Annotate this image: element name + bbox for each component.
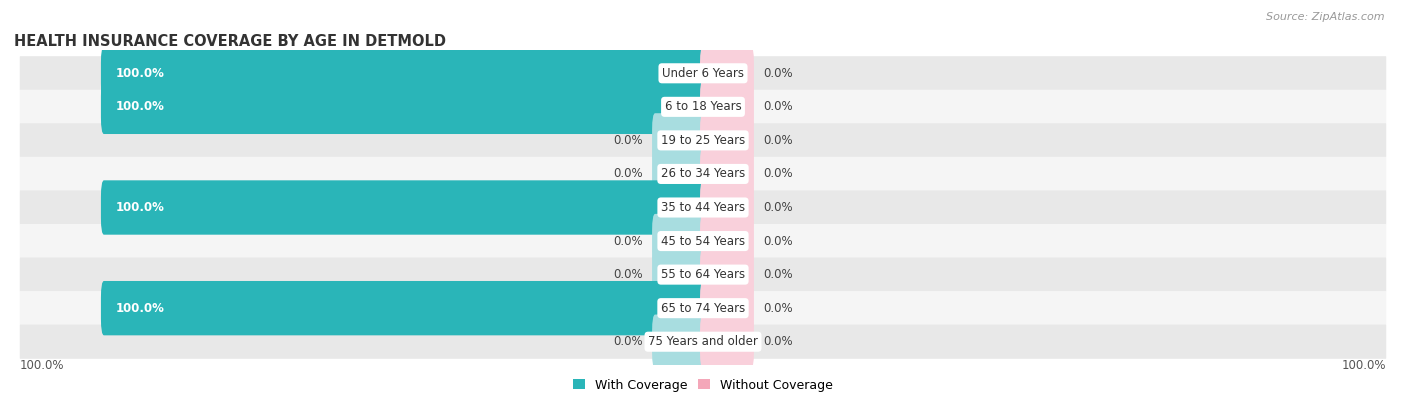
- Text: 100.0%: 100.0%: [115, 100, 165, 113]
- Text: 100.0%: 100.0%: [115, 201, 165, 214]
- FancyBboxPatch shape: [700, 214, 754, 268]
- Text: 19 to 25 Years: 19 to 25 Years: [661, 134, 745, 147]
- Text: Source: ZipAtlas.com: Source: ZipAtlas.com: [1267, 12, 1385, 22]
- Text: 100.0%: 100.0%: [20, 359, 65, 372]
- Text: 100.0%: 100.0%: [115, 67, 165, 80]
- Text: 0.0%: 0.0%: [763, 234, 793, 248]
- Text: 0.0%: 0.0%: [763, 100, 793, 113]
- Text: 0.0%: 0.0%: [613, 167, 643, 181]
- FancyBboxPatch shape: [20, 224, 1386, 258]
- FancyBboxPatch shape: [20, 291, 1386, 325]
- FancyBboxPatch shape: [20, 257, 1386, 292]
- Text: 0.0%: 0.0%: [763, 302, 793, 315]
- FancyBboxPatch shape: [652, 315, 706, 369]
- FancyBboxPatch shape: [700, 247, 754, 302]
- FancyBboxPatch shape: [101, 181, 706, 234]
- FancyBboxPatch shape: [700, 315, 754, 369]
- Text: 26 to 34 Years: 26 to 34 Years: [661, 167, 745, 181]
- FancyBboxPatch shape: [20, 190, 1386, 225]
- FancyBboxPatch shape: [20, 90, 1386, 124]
- FancyBboxPatch shape: [20, 123, 1386, 158]
- FancyBboxPatch shape: [652, 113, 706, 168]
- FancyBboxPatch shape: [101, 46, 706, 100]
- FancyBboxPatch shape: [101, 80, 706, 134]
- Legend: With Coverage, Without Coverage: With Coverage, Without Coverage: [568, 374, 838, 397]
- Text: 75 Years and older: 75 Years and older: [648, 335, 758, 348]
- Text: 0.0%: 0.0%: [763, 167, 793, 181]
- FancyBboxPatch shape: [700, 147, 754, 201]
- Text: 0.0%: 0.0%: [763, 134, 793, 147]
- FancyBboxPatch shape: [652, 147, 706, 201]
- Text: 35 to 44 Years: 35 to 44 Years: [661, 201, 745, 214]
- Text: 6 to 18 Years: 6 to 18 Years: [665, 100, 741, 113]
- FancyBboxPatch shape: [700, 281, 754, 335]
- FancyBboxPatch shape: [652, 247, 706, 302]
- Text: 100.0%: 100.0%: [115, 302, 165, 315]
- Text: 0.0%: 0.0%: [613, 268, 643, 281]
- Text: 0.0%: 0.0%: [763, 67, 793, 80]
- FancyBboxPatch shape: [700, 80, 754, 134]
- Text: 0.0%: 0.0%: [613, 134, 643, 147]
- Text: 0.0%: 0.0%: [613, 234, 643, 248]
- FancyBboxPatch shape: [700, 46, 754, 100]
- Text: 0.0%: 0.0%: [763, 268, 793, 281]
- FancyBboxPatch shape: [652, 214, 706, 268]
- Text: 100.0%: 100.0%: [1341, 359, 1386, 372]
- Text: 45 to 54 Years: 45 to 54 Years: [661, 234, 745, 248]
- Text: 65 to 74 Years: 65 to 74 Years: [661, 302, 745, 315]
- FancyBboxPatch shape: [20, 157, 1386, 191]
- Text: 0.0%: 0.0%: [763, 335, 793, 348]
- Text: 0.0%: 0.0%: [763, 201, 793, 214]
- FancyBboxPatch shape: [700, 181, 754, 234]
- Text: Under 6 Years: Under 6 Years: [662, 67, 744, 80]
- FancyBboxPatch shape: [20, 325, 1386, 359]
- Text: 0.0%: 0.0%: [613, 335, 643, 348]
- Text: 55 to 64 Years: 55 to 64 Years: [661, 268, 745, 281]
- FancyBboxPatch shape: [700, 113, 754, 168]
- FancyBboxPatch shape: [101, 281, 706, 335]
- Text: HEALTH INSURANCE COVERAGE BY AGE IN DETMOLD: HEALTH INSURANCE COVERAGE BY AGE IN DETM…: [14, 34, 446, 49]
- FancyBboxPatch shape: [20, 56, 1386, 90]
